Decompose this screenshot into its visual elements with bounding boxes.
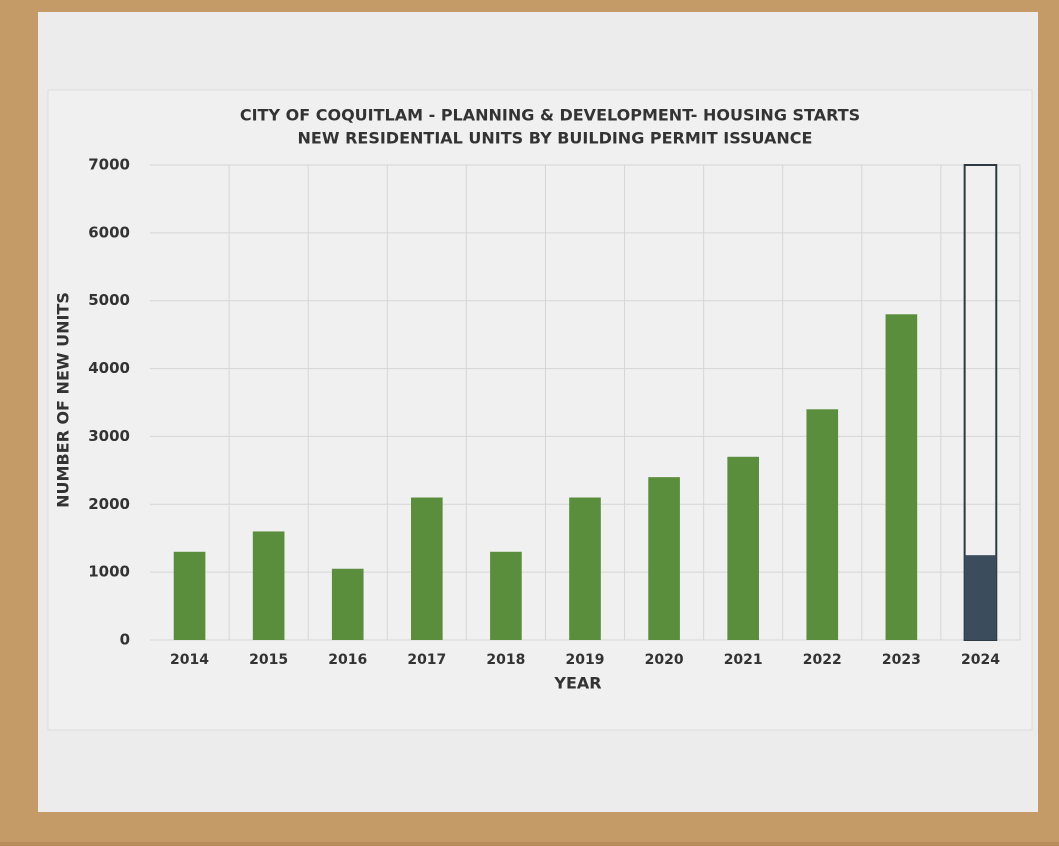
bar: [648, 477, 680, 640]
bar: [411, 497, 443, 640]
y-tick-label: 3000: [88, 427, 130, 445]
bar: [569, 497, 601, 640]
chart-subtitle: NEW RESIDENTIAL UNITS BY BUILDING PERMIT…: [298, 129, 813, 148]
x-tick-label: 2015: [249, 652, 288, 668]
y-tick-label: 2000: [88, 495, 130, 513]
x-tick-label: 2021: [724, 652, 763, 668]
y-tick-label: 0: [120, 631, 130, 649]
bar: [331, 568, 364, 640]
x-tick-label: 2014: [170, 652, 209, 668]
plot-frame: [47, 89, 1033, 731]
x-tick-label: 2024: [961, 652, 1000, 668]
y-tick-label: 1000: [88, 563, 130, 581]
x-tick-label: 2018: [486, 652, 525, 668]
y-tick-label: 4000: [88, 359, 130, 377]
bar: [885, 314, 918, 640]
x-axis-label: YEAR: [553, 674, 601, 693]
bar: [806, 409, 839, 640]
x-tick-label: 2016: [328, 652, 367, 668]
x-tick-label: 2023: [882, 652, 921, 668]
y-axis-label: NUMBER OF NEW UNITS: [54, 292, 73, 508]
x-tick-label: 2019: [566, 652, 605, 668]
x-tick-label: 2020: [645, 652, 684, 668]
bar: [173, 551, 206, 640]
chart-title: CITY OF COQUITLAM - PLANNING & DEVELOPME…: [240, 106, 860, 125]
x-tick-label: 2017: [407, 652, 446, 668]
bar: [252, 531, 285, 640]
y-tick-label: 5000: [88, 291, 130, 309]
x-tick-label: 2022: [803, 652, 842, 668]
bar: [490, 551, 522, 640]
bar: [964, 555, 997, 640]
bar: [727, 456, 759, 640]
y-tick-label: 6000: [88, 223, 130, 241]
y-tick-label: 7000: [88, 156, 130, 174]
